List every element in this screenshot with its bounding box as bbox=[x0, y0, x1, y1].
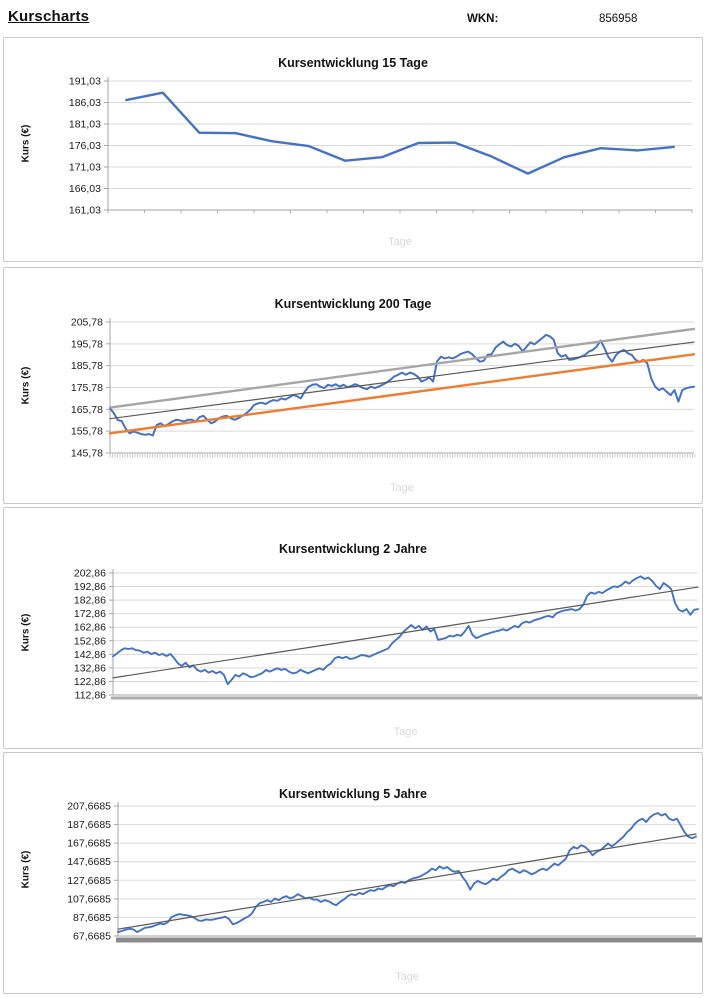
svg-text:167,6685: 167,6685 bbox=[67, 838, 111, 850]
svg-text:162,86: 162,86 bbox=[74, 622, 106, 634]
svg-text:145,78: 145,78 bbox=[71, 448, 103, 460]
svg-text:207,6685: 207,6685 bbox=[67, 801, 111, 813]
svg-text:171,03: 171,03 bbox=[69, 162, 101, 174]
svg-text:185,78: 185,78 bbox=[71, 360, 103, 372]
svg-text:165,78: 165,78 bbox=[71, 404, 103, 416]
svg-text:175,78: 175,78 bbox=[71, 382, 103, 394]
svg-text:155,78: 155,78 bbox=[71, 426, 103, 438]
svg-text:112,86: 112,86 bbox=[75, 690, 106, 702]
x-axis-title: Tage bbox=[393, 726, 418, 738]
svg-text:152,86: 152,86 bbox=[74, 635, 106, 647]
x-axis-title: Tage bbox=[390, 482, 414, 494]
x-axis-title: Tage bbox=[395, 971, 419, 983]
svg-text:191,03: 191,03 bbox=[69, 76, 101, 88]
svg-text:161,03: 161,03 bbox=[69, 205, 101, 217]
svg-text:122,86: 122,86 bbox=[74, 676, 106, 688]
svg-text:107,6685: 107,6685 bbox=[67, 893, 111, 905]
svg-text:192,86: 192,86 bbox=[74, 581, 106, 593]
line-chart-200-tage: 205,78 195,78 185,78 175,78 165,78 155,78 145,… bbox=[71, 317, 696, 460]
chart-title: Kursentwicklung 2 Jahre bbox=[279, 541, 427, 556]
svg-text:142,86: 142,86 bbox=[74, 649, 106, 661]
svg-text:132,86: 132,86 bbox=[74, 662, 106, 674]
wkn-value: 856958 bbox=[599, 13, 638, 25]
line-chart-15-tage: 191,03 186,03 181,03 176,03 171,03 166,03 161,… bbox=[69, 76, 693, 217]
svg-text:147,6685: 147,6685 bbox=[67, 856, 111, 868]
svg-text:202,86: 202,86 bbox=[74, 568, 106, 580]
svg-text:127,6685: 127,6685 bbox=[67, 875, 111, 887]
svg-text:172,86: 172,86 bbox=[74, 608, 106, 620]
chart-panel-5-jahre: Kursentwicklung 5 Jahre Kurs (€) 207,668… bbox=[3, 752, 703, 994]
svg-text:186,03: 186,03 bbox=[69, 97, 101, 109]
chart-panel-2-jahre: Kursentwicklung 2 Jahre Kurs (€) 202,86 1… bbox=[3, 507, 703, 749]
page-title: Kurscharts bbox=[8, 8, 90, 25]
line-chart-5-jahre: 207,6685 187,6685 167,6685 147,6685 127,6685… bbox=[67, 801, 702, 943]
chart-title: Kursentwicklung 15 Tage bbox=[278, 55, 428, 70]
svg-text:67,6685: 67,6685 bbox=[73, 931, 111, 943]
svg-text:181,03: 181,03 bbox=[69, 119, 101, 131]
svg-text:205,78: 205,78 bbox=[71, 317, 103, 329]
svg-text:182,86: 182,86 bbox=[74, 595, 106, 607]
wkn-label: WKN: bbox=[467, 13, 499, 25]
svg-text:176,03: 176,03 bbox=[69, 140, 101, 152]
svg-text:195,78: 195,78 bbox=[71, 338, 103, 350]
chart-panel-15-tage: Kursentwicklung 15 Tage Kurs (€) 191,03 1… bbox=[3, 37, 703, 262]
svg-text:187,6685: 187,6685 bbox=[67, 819, 111, 831]
chart-panel-200-tage: Kursentwicklung 200 Tage Kurs (€) 205,78… bbox=[3, 267, 703, 504]
x-axis-title: Tage bbox=[388, 236, 412, 248]
chart-title: Kursentwicklung 200 Tage bbox=[274, 296, 432, 311]
svg-text:166,03: 166,03 bbox=[69, 183, 101, 195]
svg-text:87,6685: 87,6685 bbox=[73, 912, 111, 924]
chart-title: Kursentwicklung 5 Jahre bbox=[279, 786, 427, 801]
